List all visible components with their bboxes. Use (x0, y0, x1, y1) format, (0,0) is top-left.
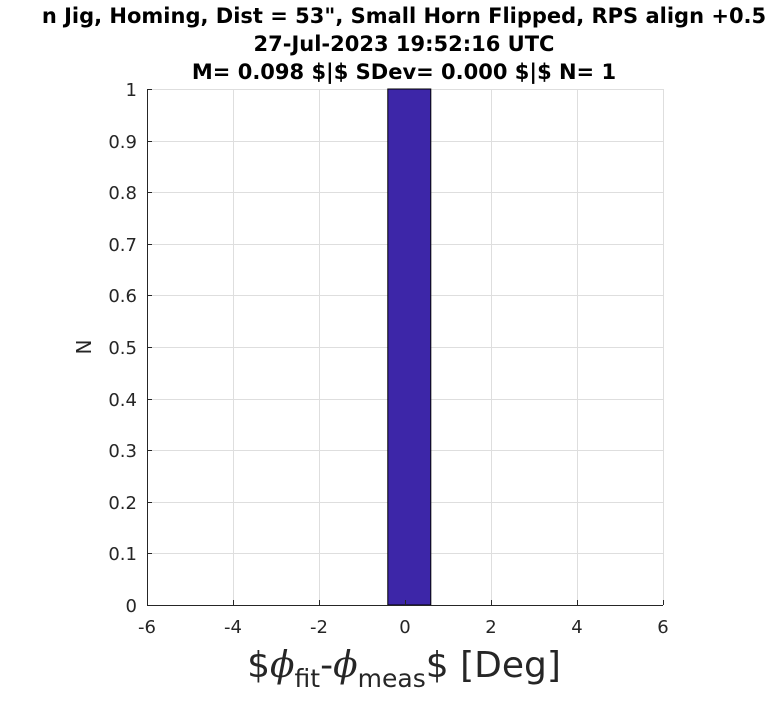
chart-title-line-2: 27-Jul-2023 19:52:16 UTC (254, 32, 555, 56)
y-tick-label: 0 (126, 596, 137, 617)
x-label-prefix: $ (247, 645, 270, 686)
x-tick-label: 0 (399, 617, 410, 638)
x-label-phi-meas: ϕ (333, 645, 358, 686)
x-label-suffix: $ [Deg] (426, 645, 561, 686)
histogram-bars (387, 88, 432, 606)
x-label-dash: - (320, 645, 333, 686)
x-tick-label: 6 (657, 617, 668, 638)
x-label-sub-meas: meas (358, 664, 426, 693)
x-tick-label: 2 (485, 617, 496, 638)
y-tick-label: 0.4 (108, 390, 137, 411)
y-tick-label: 0.7 (108, 235, 137, 256)
y-tick-label: 0.2 (108, 493, 137, 514)
y-tick-marks (147, 89, 152, 606)
histogram-bar (387, 88, 432, 606)
y-axis-label: N (72, 340, 96, 355)
x-tick-labels: -6 -4 -2 0 2 4 6 (138, 617, 669, 638)
x-label-phi-fit: ϕ (270, 645, 295, 686)
x-tick-marks (147, 600, 664, 605)
chart-title-line-3: M= 0.098 $|$ SDev= 0.000 $|$ N= 1 (192, 60, 616, 85)
y-tick-label: 0.3 (108, 441, 137, 462)
y-tick-label: 0.8 (108, 183, 137, 204)
x-axis-label: $ϕfit-ϕmeas$ [Deg] (247, 645, 561, 693)
x-tick-label: -2 (310, 617, 328, 638)
y-tick-label: 0.6 (108, 286, 137, 307)
x-label-sub-fit: fit (295, 664, 321, 693)
x-tick-label: -6 (138, 617, 156, 638)
x-tick-label: -4 (224, 617, 242, 638)
x-tick-label: 4 (571, 617, 582, 638)
y-tick-label: 0.9 (108, 132, 137, 153)
y-tick-label: 1 (126, 80, 137, 101)
y-tick-label: 0.1 (108, 544, 137, 565)
y-tick-labels: 0 0.1 0.2 0.3 0.4 0.5 0.6 0.7 0.8 0.9 1 (108, 80, 137, 617)
y-tick-label: 0.5 (108, 338, 137, 359)
chart-title-line-1: n Jig, Homing, Dist = 53", Small Horn Fl… (42, 4, 766, 28)
